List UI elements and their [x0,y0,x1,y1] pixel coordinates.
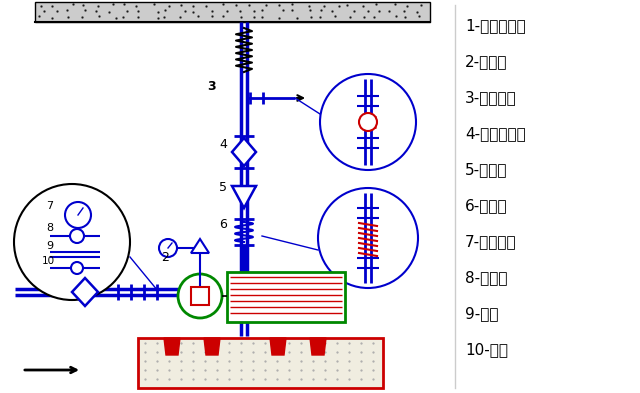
Text: 9: 9 [46,241,53,251]
Text: 6-软接头: 6-软接头 [465,198,508,213]
Text: 2-压力表: 2-压力表 [465,54,508,69]
Text: 1-蝶阀或闸阀: 1-蝶阀或闸阀 [465,18,525,33]
Text: 10-接头: 10-接头 [465,342,508,357]
Polygon shape [270,338,286,355]
Bar [35,2,430,22]
Text: 8: 8 [46,223,53,233]
Bar [227,272,345,322]
Text: 3: 3 [207,80,216,93]
Text: 4-蝶阀或闸阀: 4-蝶阀或闸阀 [465,126,525,141]
Polygon shape [72,278,98,306]
Circle shape [70,229,84,243]
Polygon shape [232,138,256,166]
Circle shape [65,202,91,228]
Circle shape [318,188,418,288]
Circle shape [159,239,177,257]
Text: 3-弹性吊架: 3-弹性吊架 [465,90,516,105]
Polygon shape [164,338,180,355]
Text: 10: 10 [42,256,55,266]
Text: 4: 4 [219,138,227,151]
Bar [191,287,209,305]
Text: 1: 1 [73,264,81,277]
Circle shape [178,274,222,318]
Polygon shape [232,186,256,208]
Text: 9-钢管: 9-钢管 [465,306,499,321]
Text: 2: 2 [161,251,169,264]
Text: 7: 7 [46,201,53,211]
Circle shape [71,262,83,274]
Polygon shape [191,239,209,253]
Polygon shape [204,338,220,355]
Text: 5-止回阀: 5-止回阀 [465,162,508,177]
Circle shape [14,184,130,300]
Circle shape [320,74,416,170]
Text: 5: 5 [219,181,227,194]
Text: 6: 6 [219,218,227,231]
Polygon shape [310,338,326,355]
Text: 7-压力表盘: 7-压力表盘 [465,234,516,249]
Bar [138,338,383,388]
Text: 8-旋塞阀: 8-旋塞阀 [465,270,508,285]
Circle shape [359,113,377,131]
